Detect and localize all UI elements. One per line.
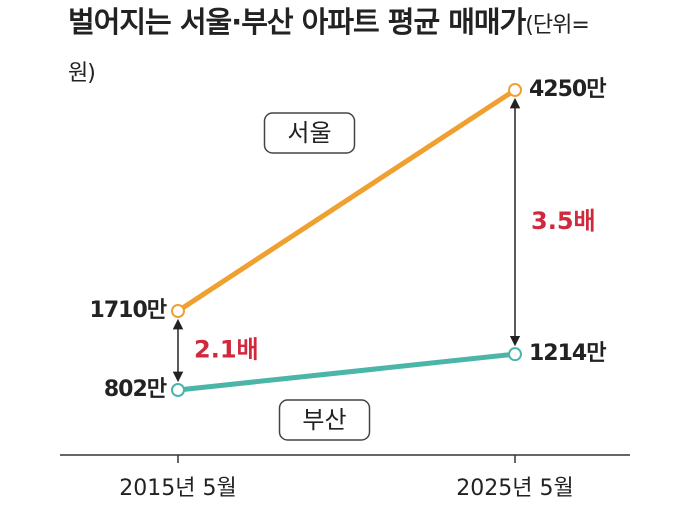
- point: [171, 383, 185, 397]
- legend-label: 부산: [302, 406, 346, 434]
- x-tick-label: 2015년 5월: [119, 476, 236, 501]
- value-label: 1214만: [529, 341, 606, 366]
- annotation: 2.1배: [194, 335, 259, 363]
- series-line: [176, 87, 517, 314]
- value-label: 4250만: [529, 77, 606, 102]
- x-tick-label: 2025년 5월: [456, 476, 573, 501]
- chart-title-block: 벌어지는 서울·부산 아파트 평균 매매가(단위=원): [68, 0, 598, 96]
- annotation: 3.5배: [531, 207, 596, 235]
- point: [508, 347, 522, 362]
- series-line: [177, 351, 516, 393]
- value-label: 1710만: [90, 298, 167, 323]
- chart-subtitle: (단위=원): [68, 13, 590, 86]
- legend-label: 서울: [287, 119, 331, 147]
- legend-box: [278, 399, 371, 441]
- chart-title: 벌어지는 서울·부산 아파트 평균 매매가: [68, 5, 526, 39]
- point: [508, 83, 522, 97]
- value-label: 802만: [104, 377, 167, 402]
- legend-box: [263, 112, 356, 154]
- point: [171, 303, 185, 318]
